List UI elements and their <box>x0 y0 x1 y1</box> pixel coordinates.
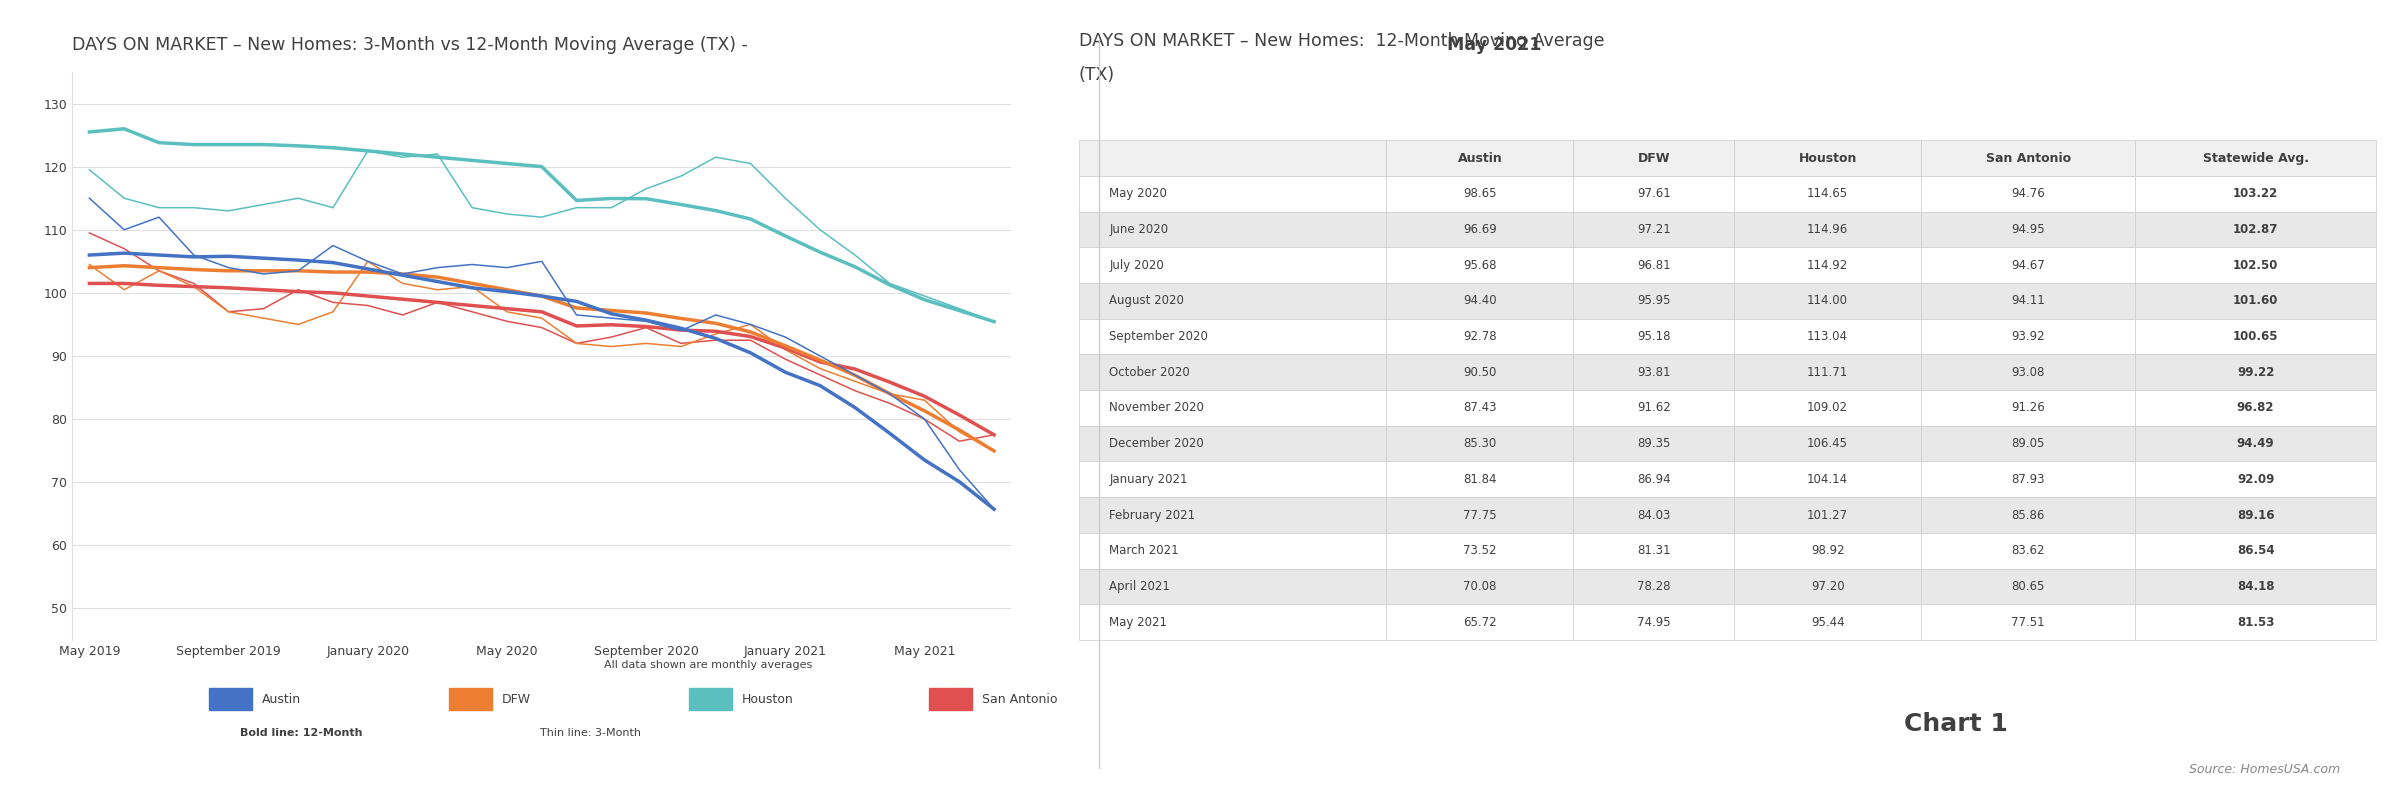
Text: Chart 1: Chart 1 <box>1903 712 2009 736</box>
Text: San Antonio: San Antonio <box>982 693 1056 706</box>
Text: Houston: Houston <box>742 693 794 706</box>
Text: May 2021: May 2021 <box>1447 36 1541 54</box>
Text: Thin line: 3-Month: Thin line: 3-Month <box>540 728 641 738</box>
Text: Austin: Austin <box>262 693 300 706</box>
Text: Source: HomesUSA.com: Source: HomesUSA.com <box>2189 763 2340 776</box>
Text: (TX): (TX) <box>1078 66 1114 84</box>
Text: DAYS ON MARKET – New Homes: 3-Month vs 12-Month Moving Average (TX) -: DAYS ON MARKET – New Homes: 3-Month vs 1… <box>72 36 754 54</box>
Text: Bold line: 12-Month: Bold line: 12-Month <box>240 728 362 738</box>
Text: DAYS ON MARKET – New Homes:  12-Month Moving Average: DAYS ON MARKET – New Homes: 12-Month Mov… <box>1078 32 1603 50</box>
Text: DFW: DFW <box>502 693 530 706</box>
Text: All data shown are monthly averages: All data shown are monthly averages <box>605 659 811 670</box>
